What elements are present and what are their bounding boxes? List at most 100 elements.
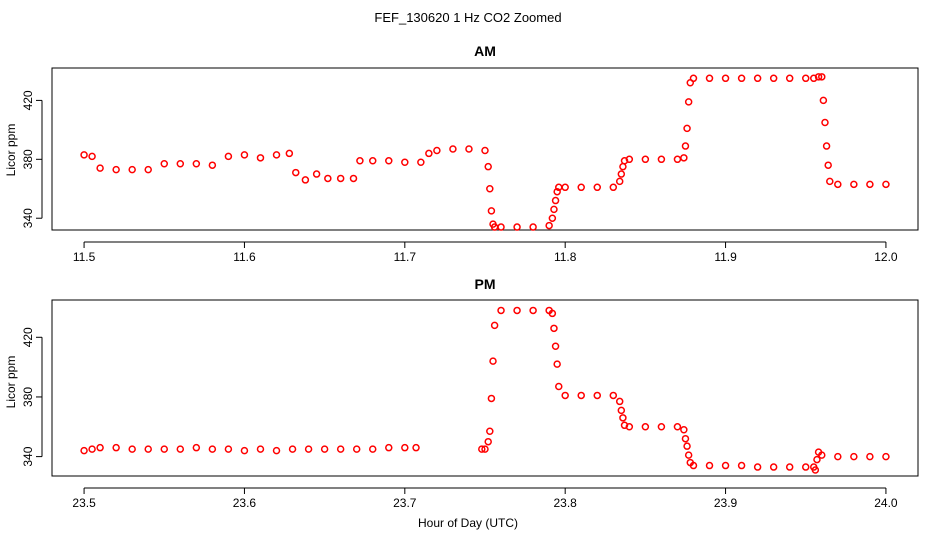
x-tick-label-pm: 23.9	[714, 496, 738, 510]
data-point-am	[312, 170, 321, 178]
data-point-am	[561, 183, 569, 192]
data-point-pm	[553, 360, 561, 368]
data-point-am	[368, 157, 377, 165]
x-tick-label-am: 11.9	[714, 250, 737, 264]
data-point-pm	[555, 382, 563, 391]
data-point-pm	[224, 445, 233, 453]
data-point-am	[721, 74, 730, 83]
data-point-pm	[593, 391, 602, 400]
data-point-pm	[684, 451, 693, 459]
data-point-am	[356, 157, 364, 165]
data-point-pm	[641, 423, 650, 431]
x-tick-label-pm: 23.5	[72, 496, 96, 510]
data-point-am	[882, 180, 890, 189]
data-point-am	[819, 96, 828, 105]
data-point-pm	[866, 452, 874, 461]
data-point-pm	[737, 461, 746, 470]
data-point-pm	[550, 324, 558, 333]
data-point-am	[850, 180, 858, 189]
panel-title-am: AM	[474, 43, 496, 59]
data-point-pm	[753, 463, 762, 471]
data-point-pm	[548, 309, 557, 318]
data-point-pm	[657, 423, 666, 431]
data-point-am	[824, 161, 832, 169]
data-point-am	[336, 174, 345, 183]
data-point-am	[705, 74, 714, 83]
x-tick-label-pm: 23.8	[554, 496, 578, 510]
data-point-am	[272, 151, 281, 159]
y-tick-label-am: 380	[21, 149, 35, 169]
data-point-am	[625, 155, 634, 164]
data-point-pm	[385, 443, 393, 452]
x-tick-label-am: 11.7	[394, 250, 417, 264]
data-point-am	[620, 157, 629, 165]
data-point-pm	[609, 391, 618, 400]
figure-title: FEF_130620 1 Hz CO2 Zoomed	[374, 10, 561, 25]
data-point-pm	[486, 427, 494, 436]
data-point-pm	[489, 357, 497, 365]
data-point-am	[615, 177, 624, 186]
data-point-am	[176, 159, 185, 168]
data-point-am	[822, 142, 831, 150]
data-point-pm	[529, 306, 537, 315]
data-point-am	[96, 164, 104, 172]
data-point-am	[801, 74, 810, 83]
data-point-pm	[497, 306, 505, 315]
data-point-pm	[811, 466, 820, 474]
data-point-pm	[705, 461, 714, 470]
data-point-am	[240, 151, 249, 159]
data-point-am	[657, 155, 666, 164]
data-point-am	[593, 183, 602, 192]
panel-am: AM Licor ppm 11.5 11.6 11.7 11.8 11.9 12.0 340…	[4, 43, 919, 264]
data-point-pm	[112, 443, 120, 452]
data-point-am	[449, 145, 457, 153]
data-point-pm	[208, 445, 217, 453]
x-tick-label-pm: 23.7	[393, 496, 417, 510]
data-point-pm	[673, 423, 682, 431]
data-point-pm	[620, 421, 629, 430]
data-point-am	[737, 74, 746, 83]
data-point-am	[548, 214, 557, 222]
data-point-am	[80, 151, 88, 159]
data-point-am	[753, 74, 762, 83]
data-point-pm	[617, 406, 626, 415]
x-tick-label-am: 12.0	[874, 250, 898, 264]
data-point-am	[208, 161, 217, 169]
data-point-am	[88, 152, 96, 161]
data-point-am	[577, 183, 585, 192]
data-point-pm	[96, 443, 104, 452]
data-point-am	[349, 174, 358, 183]
data-point-pm	[288, 445, 297, 453]
data-point-am	[619, 162, 627, 171]
data-point-am	[144, 165, 152, 174]
data-point-pm	[680, 426, 688, 434]
data-point-am	[545, 221, 553, 230]
data-point-pm	[689, 461, 698, 470]
data-point-am	[689, 74, 698, 83]
data-point-am	[224, 152, 233, 161]
data-point-am	[401, 158, 409, 167]
y-axis-label-am: Licor ppm	[4, 124, 18, 177]
data-point-am	[684, 98, 693, 106]
data-point-pm	[176, 445, 185, 453]
data-point-pm	[834, 452, 842, 461]
y-tick-label-am: 420	[21, 90, 35, 110]
data-point-pm	[88, 445, 96, 453]
y-axis-label-pm: Licor ppm	[4, 356, 18, 409]
data-point-am	[818, 73, 826, 81]
data-point-pm	[481, 445, 489, 453]
data-point-pm	[801, 463, 810, 471]
data-point-pm	[192, 443, 201, 452]
data-point-am	[486, 185, 494, 193]
data-point-am	[425, 149, 433, 158]
data-point-pm	[769, 463, 778, 471]
plot-frame-am	[51, 67, 919, 231]
data-point-am	[673, 155, 682, 164]
data-point-am	[821, 118, 829, 127]
data-point-pm	[551, 342, 560, 350]
data-point-pm	[619, 414, 627, 422]
data-point-am	[641, 155, 650, 164]
data-point-am	[487, 207, 496, 215]
data-point-am	[866, 180, 874, 189]
